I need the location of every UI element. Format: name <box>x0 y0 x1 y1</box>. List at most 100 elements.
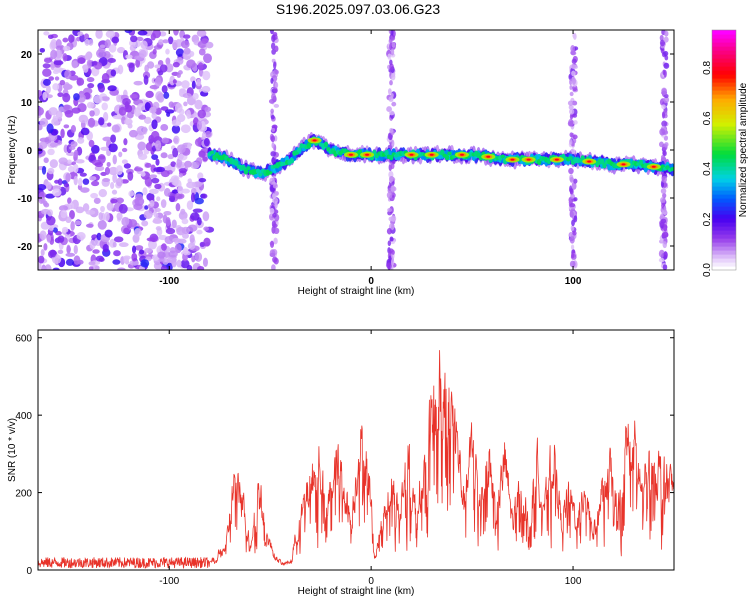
noise-blob <box>69 210 75 220</box>
noise-blob <box>183 47 191 55</box>
noise-blob <box>198 150 206 158</box>
streak-blob <box>659 34 664 42</box>
noise-blob <box>68 34 75 43</box>
ridge-segment <box>209 150 215 155</box>
noise-blob <box>48 76 55 81</box>
noise-blob <box>144 162 152 168</box>
noise-blob <box>128 62 135 73</box>
ridge-peak <box>348 153 353 156</box>
noise-blob <box>104 39 111 49</box>
streak-blob <box>269 177 275 185</box>
noise-blob <box>134 197 145 206</box>
noise-blob <box>65 172 71 183</box>
noise-blob <box>196 78 202 87</box>
noise-blob <box>65 252 76 257</box>
noise-blob <box>52 115 57 123</box>
noise-blob <box>59 79 66 86</box>
noise-blob <box>176 144 186 154</box>
spectrogram-y-tick-label: 10 <box>21 98 33 109</box>
snr-y-tick-label: 0 <box>26 566 32 577</box>
noise-blob <box>64 69 72 80</box>
streak-blob <box>270 42 276 50</box>
streak-blob <box>274 82 279 89</box>
noise-blob <box>144 176 153 187</box>
noise-blob <box>171 189 179 194</box>
noise-blob <box>178 173 184 178</box>
noise-blob <box>89 110 95 117</box>
colorbar-segment <box>712 46 736 51</box>
noise-blob <box>140 259 150 268</box>
noise-blob <box>142 187 148 196</box>
spectrogram-y-tick-label: -10 <box>18 194 33 205</box>
noise-blob <box>182 246 189 256</box>
noise-blob <box>194 252 203 262</box>
streak-blob <box>388 216 394 222</box>
colorbar-segment <box>712 94 736 99</box>
streak-blob <box>273 227 280 235</box>
noise-blob <box>184 160 192 168</box>
streak-blob <box>390 163 395 170</box>
noise-blob <box>151 119 158 130</box>
noise-blob <box>181 226 190 235</box>
noise-blob <box>140 40 148 50</box>
colorbar-segment <box>712 142 736 147</box>
streak-blob <box>568 167 574 175</box>
noise-blob <box>101 102 108 111</box>
noise-blob <box>187 242 196 250</box>
streak-blob <box>569 78 573 86</box>
noise-blob <box>166 111 171 117</box>
snr-y-label: SNR (10 * v/v) <box>7 418 18 482</box>
noise-blob <box>176 157 182 168</box>
noise-blob <box>54 76 60 81</box>
colorbar-segment <box>712 174 736 179</box>
snr-y-tick-label: 400 <box>15 411 32 422</box>
streak-blob <box>664 142 669 147</box>
noise-blob <box>91 144 100 154</box>
noise-blob <box>84 52 92 61</box>
noise-blob <box>158 39 164 45</box>
noise-blob <box>144 247 153 254</box>
noise-blob <box>41 165 47 175</box>
colorbar-segment <box>712 38 736 43</box>
noise-blob <box>192 208 203 213</box>
noise-blob <box>183 34 191 39</box>
noise-blob <box>42 91 47 101</box>
noise-blob <box>165 57 171 65</box>
colorbar-segment <box>712 162 736 167</box>
snr-y-tick-label: 200 <box>15 489 32 500</box>
colorbar-segment <box>712 218 736 223</box>
colorbar-segment <box>712 182 736 187</box>
streak-blob <box>567 100 574 106</box>
colorbar-segment <box>712 222 736 227</box>
noise-blob <box>104 211 110 222</box>
noise-blob <box>58 205 69 212</box>
noise-blob <box>113 236 124 243</box>
noise-blob <box>167 153 175 160</box>
noise-blob <box>163 211 172 216</box>
noise-blob <box>195 157 203 166</box>
streak-blob <box>386 106 392 113</box>
noise-blob <box>77 137 85 144</box>
colorbar-segment <box>712 130 736 135</box>
streak-blob <box>390 93 394 98</box>
noise-blob <box>102 244 109 253</box>
streak-blob <box>390 73 396 81</box>
noise-blob <box>165 227 176 235</box>
noise-blob <box>198 48 206 56</box>
streak-blob <box>387 240 392 247</box>
streak-blob <box>273 257 279 265</box>
noise-blob <box>45 193 56 199</box>
noise-blob <box>203 226 209 231</box>
noise-blob <box>130 35 138 43</box>
noise-blob <box>200 193 208 199</box>
streak-blob <box>661 111 666 119</box>
streak-blob <box>663 96 670 104</box>
noise-blob <box>133 167 144 172</box>
streak-blob <box>570 193 576 199</box>
noise-blob <box>55 45 63 51</box>
noise-blob <box>49 159 58 169</box>
streak-blob <box>271 127 276 132</box>
noise-blob <box>168 250 178 258</box>
ridge-segment <box>440 149 445 156</box>
colorbar-segment <box>712 54 736 59</box>
